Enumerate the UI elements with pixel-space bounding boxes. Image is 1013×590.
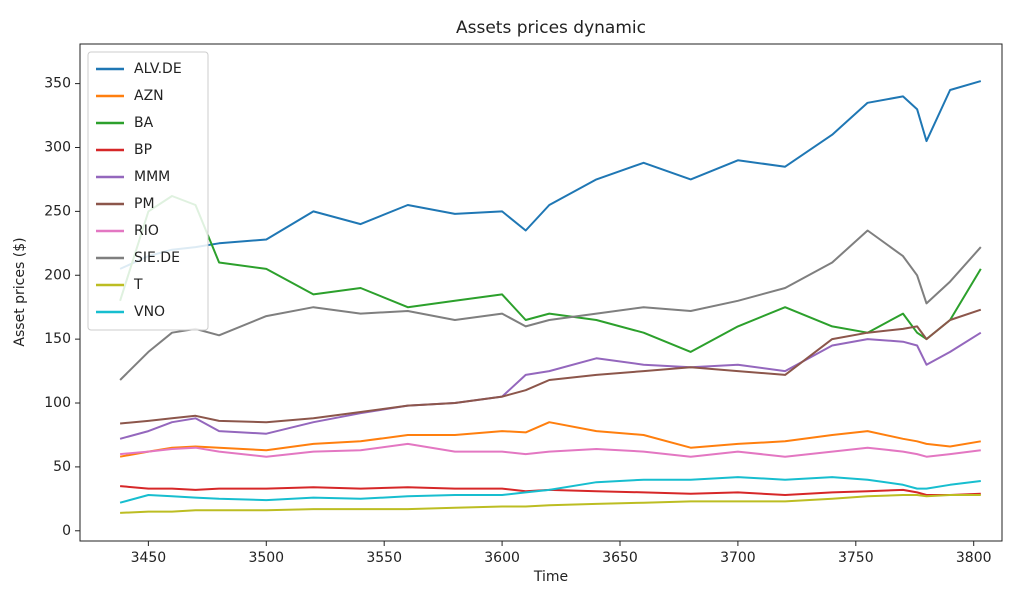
- series-line: [120, 308, 982, 425]
- series-line: [119, 331, 982, 440]
- x-tick-label: 3700: [720, 550, 756, 566]
- chart-title: Assets prices dynamic: [456, 18, 646, 38]
- plot-frame: [79, 43, 1003, 542]
- legend-label: AZN: [134, 88, 164, 104]
- y-tick-label: 300: [44, 139, 71, 155]
- x-axis-label: Time: [533, 569, 568, 585]
- legend-box: [87, 51, 209, 331]
- series-line: [120, 494, 981, 514]
- series-line: [119, 476, 981, 504]
- x-tick-label: 3500: [248, 550, 284, 566]
- x-tick-label: 3800: [956, 550, 992, 566]
- legend-label: PM: [134, 196, 155, 212]
- y-tick-label: 0: [62, 523, 71, 539]
- legend-label: ALV.DE: [134, 61, 182, 77]
- legend-label: RIO: [134, 223, 159, 239]
- x-tick-label: 3550: [366, 550, 402, 566]
- legend-label: BA: [134, 115, 154, 131]
- y-tick-label: 350: [44, 76, 71, 92]
- x-tick-label: 3600: [484, 550, 520, 566]
- legend-label: BP: [134, 142, 152, 158]
- y-axis-label: Asset prices ($): [12, 237, 28, 346]
- x-tick-label: 3450: [131, 550, 167, 566]
- series-line: [119, 421, 981, 458]
- y-tick-label: 200: [44, 267, 71, 283]
- legend-label: VNO: [134, 304, 165, 320]
- series-line: [119, 195, 982, 353]
- y-tick-label: 150: [44, 331, 71, 347]
- legend-label: MMM: [134, 169, 170, 185]
- series-line: [120, 442, 981, 458]
- y-tick-label: 250: [44, 203, 71, 219]
- legend-label: SIE.DE: [134, 250, 180, 266]
- series-line: [119, 229, 982, 381]
- legend-label: T: [133, 277, 143, 293]
- y-tick-label: 50: [53, 459, 71, 475]
- y-tick-label: 100: [44, 395, 71, 411]
- x-tick-label: 3650: [602, 550, 638, 566]
- series-line: [119, 80, 982, 270]
- x-tick-label: 3750: [838, 550, 874, 566]
